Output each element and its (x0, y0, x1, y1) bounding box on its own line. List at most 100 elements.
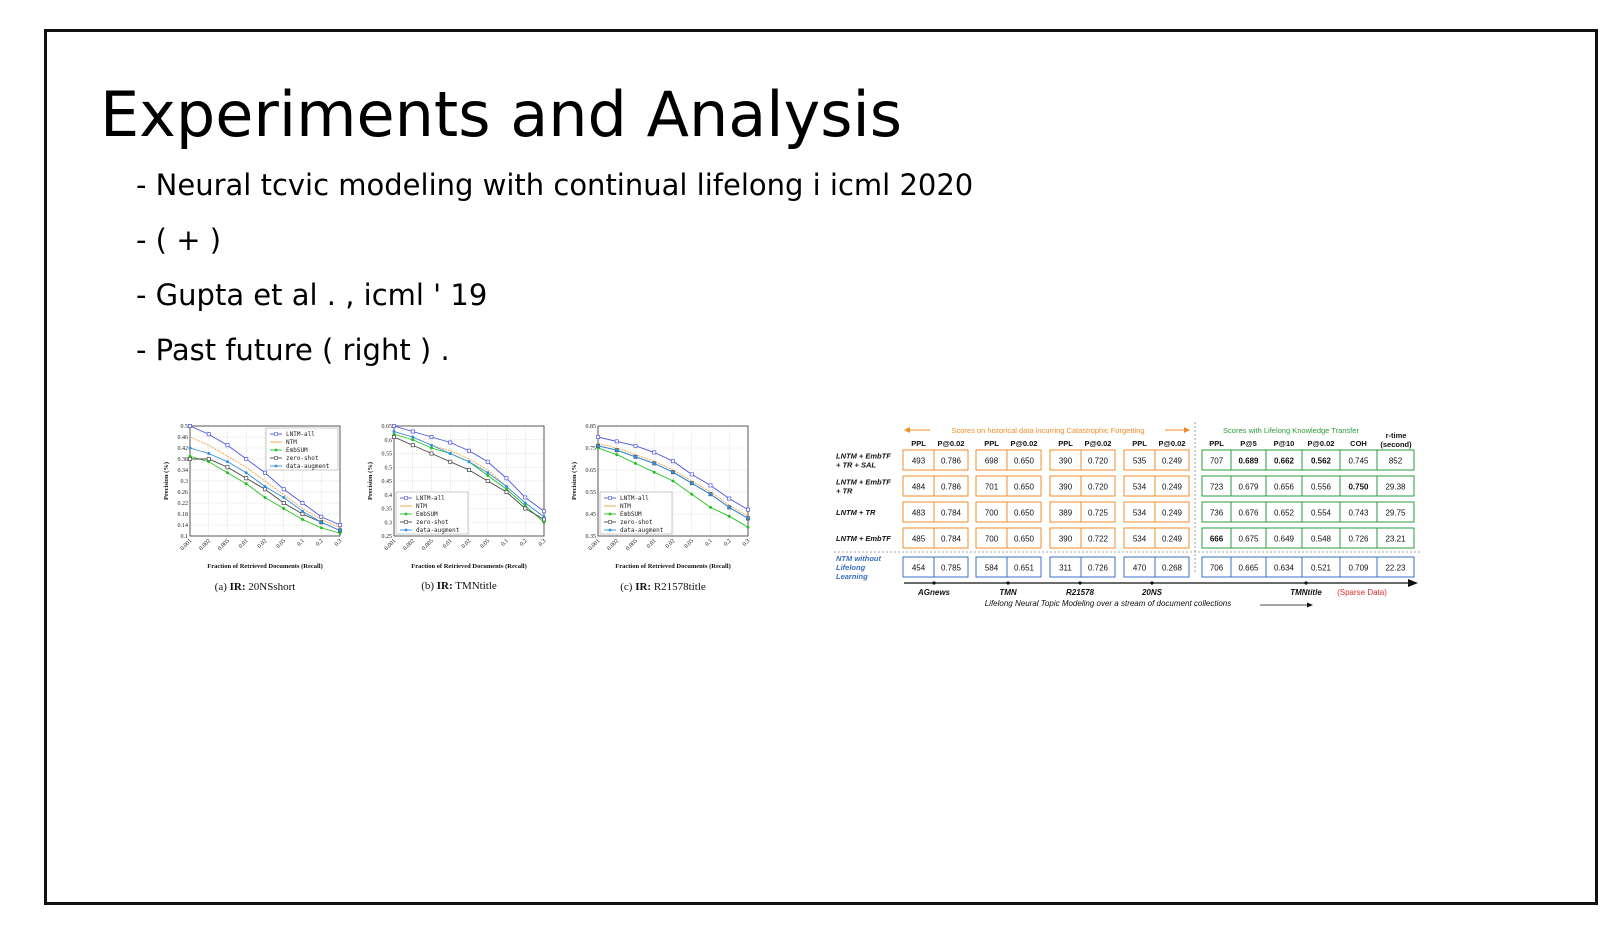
data-point (411, 438, 415, 442)
row-label: Learning (836, 572, 868, 581)
data-point (300, 501, 305, 505)
cell-value: 0.656 (1274, 483, 1295, 492)
data-point (244, 476, 249, 481)
x-tick-label: 0.2 (315, 538, 325, 548)
cell-value: 0.249 (1162, 535, 1183, 544)
y-tick-label: 0.46 (178, 435, 189, 441)
data-point (301, 518, 304, 521)
cell-value: 723 (1210, 483, 1224, 492)
chart-caption: (c) IR: R21578title (620, 581, 706, 593)
data-point (671, 479, 675, 483)
legend-label: NTM (416, 503, 427, 510)
legend-marker (274, 432, 278, 436)
x-tick-label: 0.02 (461, 538, 473, 550)
y-tick-label: 0.3 (385, 520, 393, 526)
data-point (542, 509, 546, 514)
y-tick-label: 0.55 (382, 452, 393, 458)
cell-group (1049, 501, 1116, 523)
cell-value: 0.554 (1311, 509, 1332, 518)
y-tick-label: 0.14 (178, 523, 189, 529)
x-tick-label: 0.1 (500, 538, 510, 548)
x-tick-label: 0.3 (334, 538, 344, 548)
data-point (188, 454, 192, 458)
x-tick-label: 0.2 (723, 538, 733, 548)
cell-value: 707 (1210, 457, 1224, 466)
cell-value: 0.743 (1348, 509, 1369, 518)
cell-group (902, 449, 969, 471)
legend-box (599, 491, 673, 535)
data-point (429, 435, 434, 439)
cell-value: 29.75 (1385, 509, 1406, 518)
data-point (690, 481, 694, 485)
x-axis-label: Fraction of Retrieved Documents (Recall) (411, 563, 527, 570)
x-tick-label: 0.02 (257, 538, 269, 550)
legend-label: LNTM-all (286, 431, 315, 438)
data-point (263, 487, 267, 492)
legend-marker (608, 496, 612, 500)
data-point (523, 501, 527, 505)
results-table-graphic: Scores on historical data incurring Cata… (834, 422, 1420, 608)
hist-header: Scores on historical data incurring Cata… (951, 426, 1144, 435)
y-tick-label: 0.25 (382, 534, 393, 540)
x-tick-label: 0.001 (384, 538, 398, 552)
cell-value: 0.556 (1311, 483, 1332, 492)
row-label: NTM without (836, 554, 881, 563)
data-point (486, 474, 490, 477)
y-tick-label: 0.42 (178, 446, 189, 452)
dataset-label: TMN (999, 588, 1017, 597)
cell-group (1123, 556, 1190, 578)
x-tick-label: 0.01 (646, 538, 658, 550)
data-point (338, 531, 342, 535)
chart-ir-20nsshort: 0.1 0.14 0.18 0.22 0.26 0.3 0.34 0.38 0.42 0.46 0.… (163, 424, 344, 570)
column-header: P@0.02 (1085, 439, 1112, 448)
table-footer: Lifelong Neural Topic Modeling over a st… (985, 599, 1232, 608)
cell-value: 454 (912, 564, 926, 573)
cell-value: 0.709 (1348, 564, 1369, 573)
cell-group (975, 475, 1042, 497)
cell-value: 22.23 (1385, 564, 1406, 573)
cell-value: 389 (1059, 509, 1073, 518)
data-point (505, 487, 508, 491)
bullet-4: - Past future ( right ) . (136, 333, 450, 367)
cell-value: 534 (1133, 483, 1147, 492)
data-point (188, 446, 192, 450)
cell-group (1201, 527, 1415, 549)
data-point (746, 525, 750, 529)
cell-value: 0.689 (1238, 457, 1259, 466)
dataset-label: AGnews (917, 588, 951, 597)
data-point (319, 514, 324, 519)
x-axis-label: Fraction of Retrieved Documents (Recall) (207, 563, 323, 570)
data-point (263, 496, 267, 499)
data-point (467, 468, 471, 472)
legend-box (395, 491, 469, 535)
cell-group (975, 527, 1042, 549)
cell-group (1123, 475, 1190, 497)
cell-value: 0.726 (1088, 564, 1109, 573)
cell-group (975, 449, 1042, 471)
data-point (467, 460, 471, 464)
x-tick-label: 0.1 (296, 538, 306, 548)
data-point (338, 529, 342, 532)
cell-group (1049, 556, 1116, 578)
cell-value: 0.722 (1088, 535, 1109, 544)
cell-group (1123, 449, 1190, 471)
bullet-3: - Gupta et al . , icml ' 19 (136, 278, 488, 312)
column-header: P@0.02 (1308, 439, 1335, 448)
cell-value: 584 (985, 564, 999, 573)
cell-group (1201, 556, 1415, 578)
cell-value: 0.662 (1274, 457, 1295, 466)
data-point (338, 523, 342, 527)
cell-value: 0.786 (941, 457, 962, 466)
x-tick-label: 0.1 (704, 538, 714, 548)
series-line-NTM (597, 443, 749, 517)
data-point (429, 451, 434, 456)
cell-value: 0.750 (1348, 483, 1369, 492)
legend-marker (608, 520, 612, 524)
y-tick-label: 0.35 (382, 507, 393, 513)
cell-value: 485 (912, 535, 926, 544)
data-point (727, 505, 731, 509)
cell-group (1201, 501, 1415, 523)
cell-group (902, 556, 969, 578)
y-tick-label: 0.3 (181, 479, 189, 485)
data-point (300, 512, 305, 516)
